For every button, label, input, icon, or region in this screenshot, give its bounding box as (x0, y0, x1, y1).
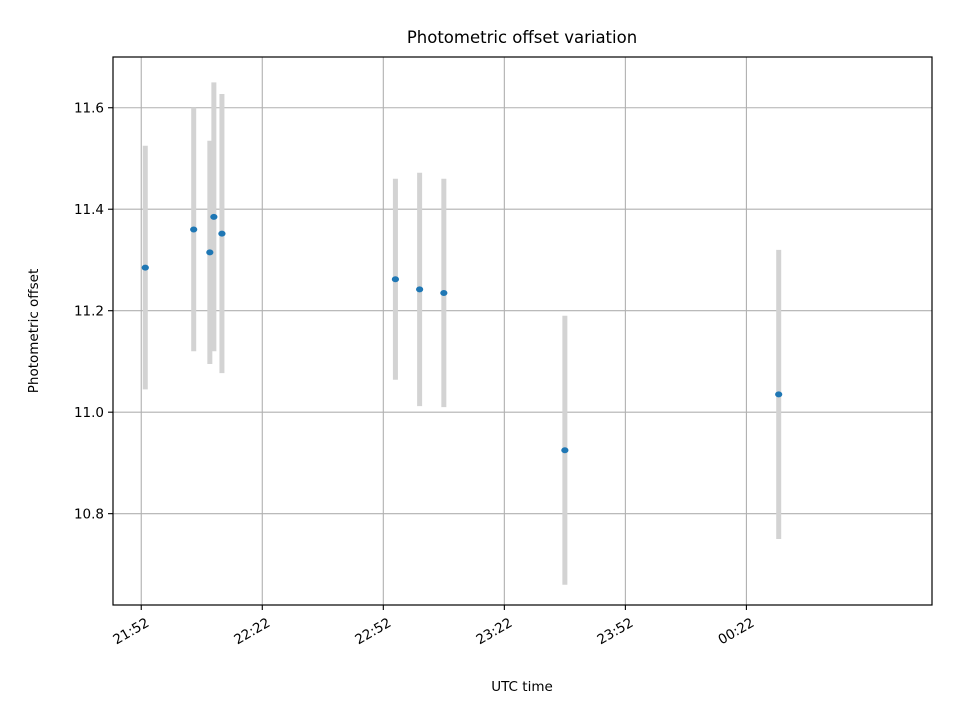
data-points (141, 213, 783, 454)
data-point (190, 226, 198, 233)
x-tick-label: 22:22 (231, 615, 273, 648)
x-tick-label: 21:52 (110, 615, 152, 648)
x-tick-label: 23:22 (473, 615, 515, 648)
data-point (206, 249, 214, 256)
data-point (775, 391, 783, 398)
y-tick-label: 11.2 (74, 304, 104, 320)
x-axis-label: UTC time (491, 679, 553, 695)
y-tick-label: 11.0 (74, 405, 104, 421)
y-tick-label: 10.8 (74, 507, 104, 523)
x-tick-label: 00:22 (716, 615, 758, 648)
grid (113, 57, 932, 605)
data-point (141, 264, 149, 271)
y-tick-label: 11.6 (74, 101, 104, 117)
data-point (210, 213, 218, 220)
x-tick-label: 23:52 (594, 615, 636, 648)
y-axis-label: Photometric offset (26, 269, 42, 393)
y-tick-label: 11.4 (74, 202, 104, 218)
data-point (218, 230, 226, 237)
chart-title: Photometric offset variation (407, 28, 637, 47)
data-point (391, 276, 400, 283)
data-point (440, 289, 448, 296)
axis-ticks: 21:52 22:22 22:52 23:22 23:52 00:22 10.8 11.0 11… (74, 101, 757, 648)
data-point (561, 447, 569, 454)
plot-frame (112, 56, 933, 606)
data-point (416, 286, 424, 293)
x-tick-label: 22:52 (352, 615, 394, 648)
error-bars (142, 82, 782, 585)
